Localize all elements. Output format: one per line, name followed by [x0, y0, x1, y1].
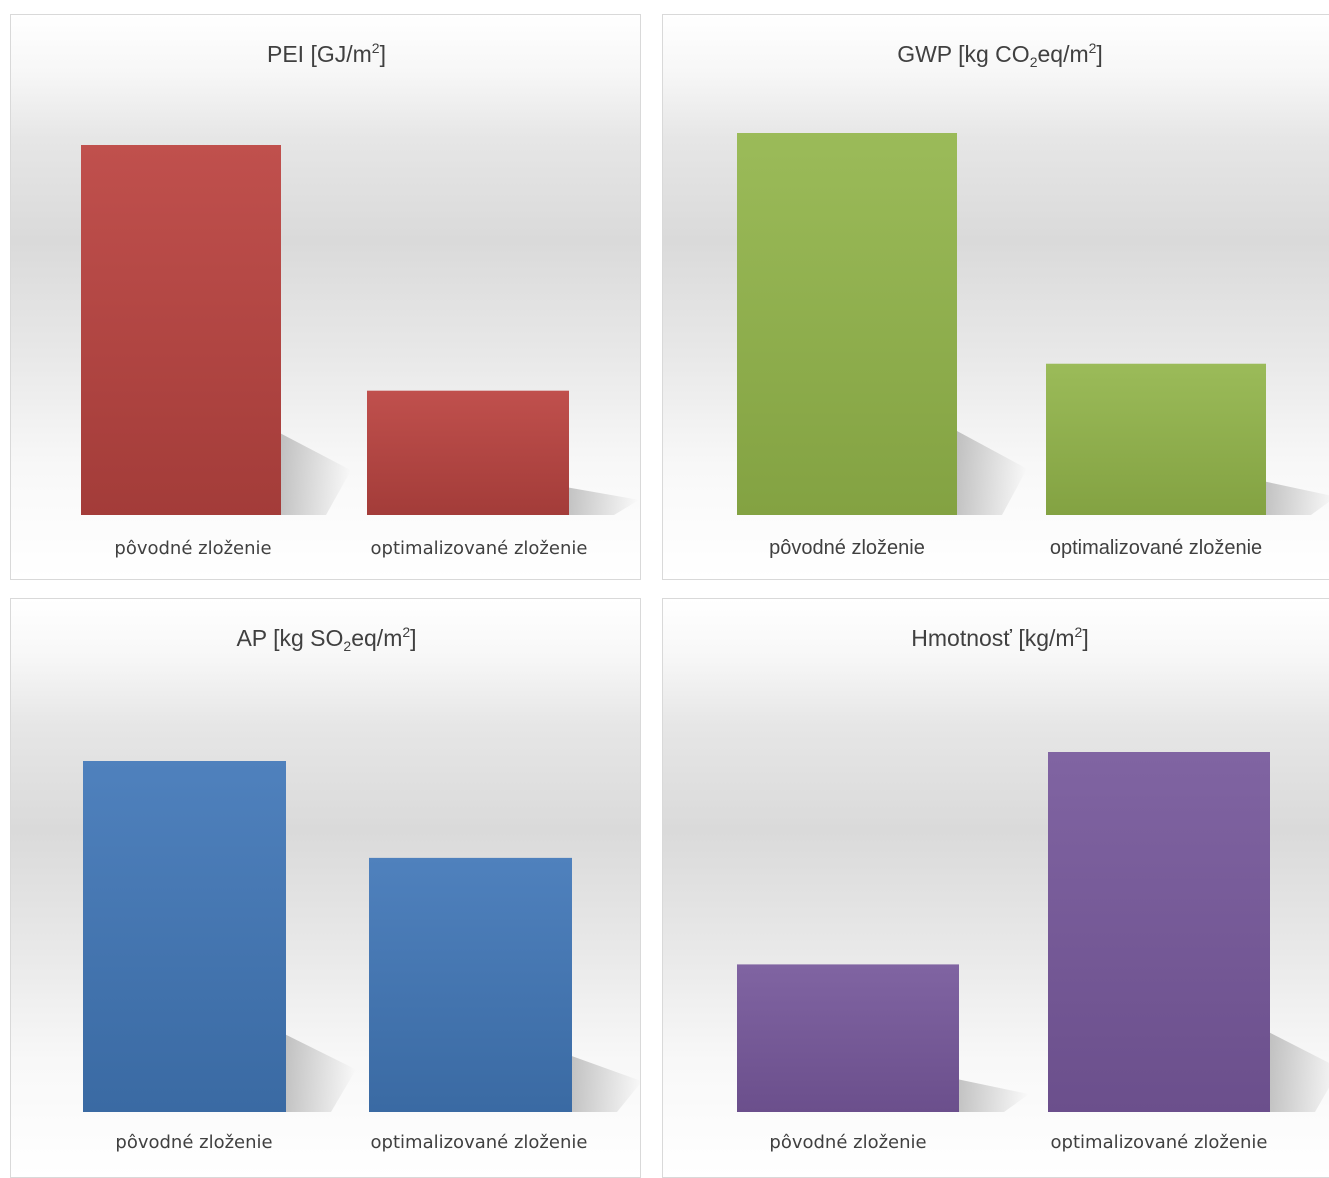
chart-title: GWP [kg CO2eq/m2]: [897, 40, 1103, 70]
category-label: optimalizované zloženie: [371, 1132, 588, 1153]
chart-gwp-plot: pôvodné zloženie optimalizované zloženie: [737, 133, 1329, 559]
category-label: optimalizované zloženie: [1050, 537, 1262, 559]
bar-shadow: [1266, 481, 1329, 515]
bar-optimalizovane: [1046, 363, 1266, 515]
bar-shadow: [281, 433, 351, 515]
category-label: optimalizované zloženie: [371, 538, 588, 559]
bar-optimalizovane: [369, 857, 572, 1112]
bar-shadow: [286, 1034, 356, 1112]
chart-title: Hmotnosť [kg/m2]: [911, 624, 1089, 651]
bar-shadow: [1270, 1032, 1329, 1112]
category-label: optimalizované zloženie: [1051, 1132, 1268, 1153]
category-label: pôvodné zloženie: [769, 1132, 926, 1153]
bar-shadow: [569, 487, 639, 515]
chart-hmotnost-panel: Hmotnosť [kg/m2] pôvodné zloženie optimal…: [662, 598, 1329, 1178]
bar-shadow: [572, 1056, 640, 1112]
bar-povodne: [737, 133, 957, 515]
chart-title: AP [kg SO2eq/m2]: [236, 624, 417, 654]
bar-shadow: [959, 1079, 1029, 1112]
chart-pei-panel: PEI [GJ/m2] pôvodné zloženie optimalizova…: [10, 14, 641, 580]
chart-ap-panel: AP [kg SO2eq/m2] pôvodné zloženie optimal…: [10, 598, 641, 1178]
bar-povodne: [81, 145, 281, 515]
chart-hmotnost-plot: pôvodné zloženie optimalizované zloženie: [737, 752, 1329, 1153]
category-label: pôvodné zloženie: [114, 538, 271, 559]
category-label: pôvodné zloženie: [769, 537, 925, 559]
bar-povodne: [737, 964, 959, 1112]
bar-shadow: [957, 430, 1027, 515]
bar-optimalizovane: [367, 390, 569, 515]
chart-pei-plot: pôvodné zloženie optimalizované zloženie: [81, 145, 639, 559]
chart-ap-plot: pôvodné zloženie optimalizované zloženie: [83, 761, 640, 1153]
chart-gwp-panel: GWP [kg CO2eq/m2] pôvodné zloženie optima…: [662, 14, 1329, 580]
chart-title: PEI [GJ/m2]: [267, 40, 386, 67]
bar-optimalizovane: [1048, 752, 1270, 1112]
category-label: pôvodné zloženie: [115, 1132, 272, 1153]
bar-povodne: [83, 761, 286, 1112]
